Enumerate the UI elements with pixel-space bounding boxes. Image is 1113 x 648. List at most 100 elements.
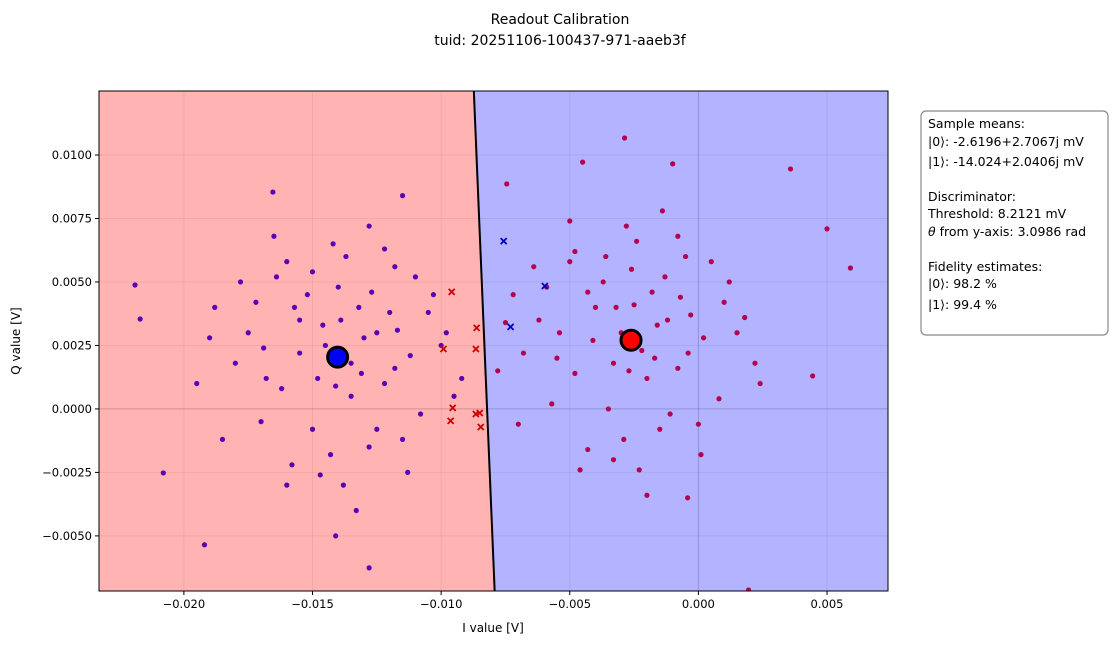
data-point xyxy=(392,365,398,371)
data-point xyxy=(567,218,573,224)
data-point xyxy=(734,330,740,336)
x-tick-label: 0.005 xyxy=(811,597,844,611)
data-point xyxy=(556,330,563,336)
data-point xyxy=(695,421,702,427)
data-point xyxy=(675,233,681,239)
data-point xyxy=(335,284,341,290)
plot-inner xyxy=(99,91,888,591)
data-point xyxy=(610,457,617,463)
y-tick-label: 0.0025 xyxy=(52,338,92,352)
y-tick-label: 0.0075 xyxy=(52,211,92,225)
data-point xyxy=(261,345,267,351)
data-point xyxy=(670,161,676,167)
data-point xyxy=(757,380,763,387)
misclassified-point xyxy=(448,288,456,296)
y-tick-label: 0.0050 xyxy=(52,275,92,289)
info-disc-header: Discriminator: xyxy=(928,189,1016,204)
data-point xyxy=(237,279,244,285)
data-point xyxy=(631,302,637,308)
data-point xyxy=(572,248,578,255)
data-point xyxy=(667,411,673,417)
data-point xyxy=(515,421,521,427)
data-point xyxy=(847,265,854,271)
data-point xyxy=(333,383,339,389)
data-point xyxy=(675,365,681,371)
data-point xyxy=(297,317,303,323)
info-fid1: |1⟩: 99.4 % xyxy=(928,297,997,312)
data-point xyxy=(284,259,290,265)
data-point xyxy=(309,426,316,432)
data-point xyxy=(430,292,437,298)
misclassified-point xyxy=(476,409,484,417)
data-point xyxy=(605,406,611,412)
data-point xyxy=(443,330,449,336)
data-point xyxy=(160,470,166,476)
data-point xyxy=(577,467,583,473)
data-point xyxy=(279,386,285,392)
data-point xyxy=(649,289,655,295)
data-point xyxy=(708,259,714,265)
data-point xyxy=(291,304,298,310)
data-point xyxy=(639,347,645,354)
data-point xyxy=(716,396,722,402)
data-point xyxy=(634,238,640,244)
chart-title: Readout Calibration xyxy=(491,12,630,28)
data-point xyxy=(340,482,346,488)
data-point xyxy=(787,166,794,172)
mean-marker-right xyxy=(619,328,643,352)
data-point xyxy=(289,462,295,468)
y-tick-label: 0.0100 xyxy=(52,148,92,162)
data-point xyxy=(381,246,388,252)
misclassified-point xyxy=(473,324,481,332)
misclassified-point xyxy=(541,282,549,290)
data-point xyxy=(585,446,591,453)
data-point xyxy=(531,264,537,270)
data-point xyxy=(338,317,344,323)
data-point xyxy=(348,360,354,366)
data-point xyxy=(721,299,727,305)
data-point xyxy=(194,380,200,387)
data-point xyxy=(394,327,401,333)
data-point xyxy=(623,223,629,229)
data-point xyxy=(636,467,642,473)
x-tick-label: −0.005 xyxy=(548,597,591,611)
data-point xyxy=(590,337,596,343)
data-point xyxy=(610,360,617,366)
data-point xyxy=(320,322,326,328)
data-point xyxy=(304,292,310,298)
data-point xyxy=(343,253,349,260)
data-point xyxy=(657,426,663,432)
data-point xyxy=(358,370,364,376)
data-point xyxy=(603,253,609,260)
data-point xyxy=(700,335,707,341)
data-point xyxy=(330,241,336,247)
data-point xyxy=(412,274,419,280)
y-tick-label: −0.0025 xyxy=(42,465,92,479)
data-point xyxy=(659,208,665,214)
data-point xyxy=(726,279,732,285)
data-point xyxy=(245,330,251,336)
theta-value: from y-axis: 3.0986 rad xyxy=(936,224,1086,239)
info-fid-header: Fidelity estimates: xyxy=(928,259,1042,274)
data-point xyxy=(742,314,748,321)
y-tick-label: 0.0000 xyxy=(52,402,92,416)
data-point xyxy=(745,587,752,591)
data-point xyxy=(752,360,758,366)
data-point xyxy=(810,373,816,379)
data-point xyxy=(510,292,516,298)
data-point xyxy=(407,353,413,359)
y-axis-label: Q value [V] xyxy=(9,307,23,374)
misclassified-point xyxy=(500,237,508,245)
data-point xyxy=(374,330,380,336)
data-point xyxy=(271,233,277,239)
data-point xyxy=(613,304,619,310)
misclassified-point xyxy=(439,345,448,353)
data-point xyxy=(628,266,635,272)
data-point xyxy=(137,316,143,322)
data-point xyxy=(536,317,542,323)
data-point xyxy=(652,355,658,361)
data-point xyxy=(317,472,323,478)
data-point xyxy=(682,253,689,260)
misclassified-point xyxy=(506,323,515,331)
data-point xyxy=(369,289,375,295)
